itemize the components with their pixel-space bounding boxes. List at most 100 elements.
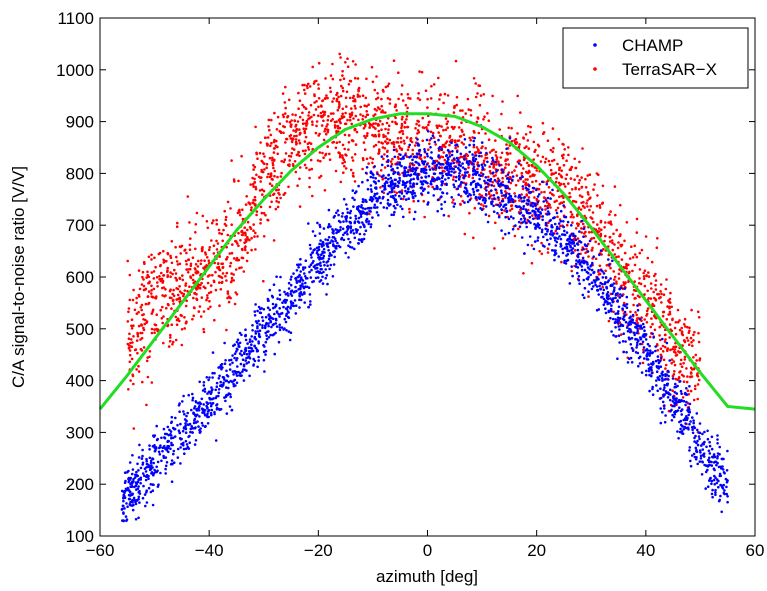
terrasar-x-point — [159, 308, 162, 312]
terrasar-x-point — [361, 167, 364, 171]
terrasar-x-point — [322, 119, 325, 123]
terrasar-x-point — [484, 156, 487, 160]
champ-point — [717, 485, 720, 489]
terrasar-x-point — [521, 187, 525, 191]
champ-point — [710, 482, 713, 486]
terrasar-x-point — [515, 174, 519, 177]
terrasar-x-point — [226, 292, 230, 295]
terrasar-x-point — [140, 303, 144, 307]
terrasar-x-point — [195, 211, 199, 215]
terrasar-x-point — [224, 274, 227, 278]
terrasar-x-point — [388, 102, 392, 105]
champ-point — [274, 318, 278, 322]
champ-point — [511, 175, 515, 178]
terrasar-x-point — [406, 106, 409, 110]
champ-point — [261, 326, 264, 330]
champ-point — [634, 338, 637, 341]
champ-point — [131, 468, 135, 471]
champ-point — [457, 174, 461, 178]
terrasar-x-point — [237, 231, 240, 235]
terrasar-x-point — [519, 163, 523, 167]
terrasar-x-point — [567, 153, 570, 157]
champ-point — [473, 172, 477, 176]
champ-point — [152, 461, 155, 465]
terrasar-x-point — [259, 205, 263, 209]
champ-point — [328, 254, 332, 258]
champ-point — [436, 198, 440, 202]
champ-point — [252, 364, 255, 367]
terrasar-x-point — [374, 113, 377, 116]
terrasar-x-point — [297, 151, 301, 154]
terrasar-x-point — [284, 141, 287, 144]
champ-point — [317, 262, 320, 266]
terrasar-x-point — [612, 310, 615, 314]
terrasar-x-point — [294, 170, 298, 174]
champ-point — [700, 473, 704, 476]
champ-point — [161, 449, 164, 453]
terrasar-x-point — [152, 287, 156, 291]
terrasar-x-point — [342, 115, 345, 118]
champ-point — [430, 182, 433, 186]
terrasar-x-point — [627, 271, 631, 275]
terrasar-x-point — [530, 244, 534, 247]
terrasar-x-point — [218, 231, 221, 235]
champ-point — [337, 244, 341, 248]
terrasar-x-point — [308, 185, 311, 189]
champ-point — [153, 434, 157, 437]
champ-point — [692, 419, 695, 422]
terrasar-x-point — [260, 188, 264, 191]
champ-point — [659, 396, 663, 400]
champ-point — [716, 461, 719, 465]
terrasar-x-point — [642, 348, 645, 352]
terrasar-x-point — [590, 237, 594, 240]
champ-point — [278, 289, 281, 292]
terrasar-x-point — [204, 286, 207, 290]
champ-point — [353, 221, 357, 225]
terrasar-x-point — [500, 211, 504, 215]
terrasar-x-point — [253, 177, 256, 181]
champ-point — [679, 389, 683, 393]
terrasar-x-point — [294, 138, 298, 141]
terrasar-x-point — [232, 279, 235, 282]
terrasar-x-point — [252, 164, 255, 167]
terrasar-x-point — [594, 240, 597, 244]
terrasar-x-point — [329, 90, 333, 93]
terrasar-x-point — [142, 313, 145, 316]
terrasar-x-point — [589, 205, 592, 208]
champ-point — [589, 273, 592, 277]
terrasar-x-point — [509, 181, 513, 185]
champ-point — [533, 204, 537, 207]
champ-point — [251, 349, 255, 353]
terrasar-x-point — [340, 84, 343, 88]
terrasar-x-point — [375, 109, 379, 112]
terrasar-x-point — [560, 154, 564, 157]
champ-point — [533, 212, 536, 215]
champ-point — [142, 484, 145, 488]
champ-point — [506, 173, 510, 176]
terrasar-x-point — [562, 182, 566, 186]
champ-point — [581, 256, 585, 260]
terrasar-x-point — [188, 248, 192, 251]
champ-point — [702, 455, 706, 458]
terrasar-x-point — [352, 94, 356, 98]
champ-point — [336, 209, 340, 212]
champ-point — [322, 247, 326, 251]
champ-point — [630, 336, 634, 340]
champ-point — [285, 329, 288, 332]
terrasar-x-point — [185, 268, 188, 271]
champ-point — [432, 194, 436, 197]
champ-point — [433, 161, 437, 164]
terrasar-x-point — [141, 270, 145, 274]
champ-point — [542, 200, 545, 203]
champ-point — [371, 176, 375, 179]
terrasar-x-point — [353, 76, 357, 80]
terrasar-x-point — [344, 111, 347, 115]
champ-point — [455, 175, 458, 179]
champ-point — [689, 459, 692, 463]
terrasar-x-point — [541, 121, 545, 125]
terrasar-x-point — [196, 285, 200, 289]
terrasar-x-point — [296, 184, 299, 187]
champ-point — [522, 199, 526, 202]
terrasar-x-point — [293, 119, 297, 123]
champ-point — [661, 379, 664, 383]
